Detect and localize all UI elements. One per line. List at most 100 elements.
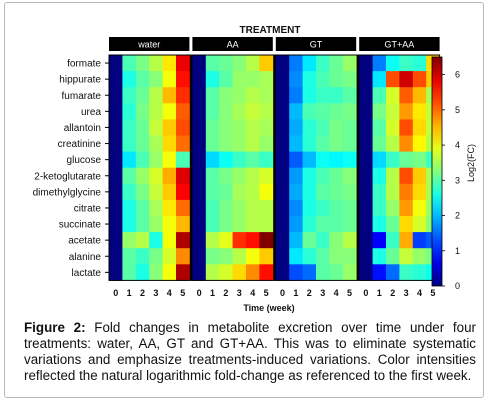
heatmap-cell: [329, 71, 344, 88]
heatmap-cell: [192, 199, 207, 217]
heatmap-cell: [342, 167, 357, 185]
row-label: acetate: [68, 236, 101, 247]
heatmap-cell: [232, 264, 247, 281]
x-tick-label: 1: [127, 288, 132, 298]
heatmap-cell: [386, 264, 400, 281]
heatmap-cell: [219, 232, 233, 249]
heatmap-cell: [192, 232, 207, 249]
heatmap-cell: [109, 248, 123, 265]
row-label: urea: [81, 107, 101, 118]
x-tick-label: 3: [320, 288, 325, 298]
heatmap-cell: [205, 183, 220, 201]
heatmap-cell: [372, 55, 387, 72]
heatmap-cell: [122, 167, 137, 185]
heatmap-cell: [275, 248, 290, 265]
heatmap-cell: [246, 183, 260, 201]
heatmap-cell: [302, 87, 317, 104]
heatmap-cell: [275, 71, 290, 88]
heatmap-cell: [399, 71, 414, 88]
colorbar-tick-label: 3: [455, 175, 460, 185]
heatmap-cell: [259, 248, 274, 265]
heatmap-cell: [329, 119, 344, 136]
heatmap-cell: [289, 151, 303, 169]
group-header-3: [359, 37, 440, 51]
heatmap-cell: [149, 216, 163, 233]
heatmap-cell: [399, 87, 414, 104]
heatmap-cell: [316, 199, 330, 217]
heatmap-cell: [232, 232, 247, 249]
heatmap-cell: [162, 135, 177, 152]
group-label: GT+AA: [385, 40, 415, 50]
heatmap-cell: [342, 248, 357, 265]
heatmap-cell: [316, 151, 330, 169]
heatmap-cell: [359, 135, 373, 152]
x-tick-label: 3: [153, 288, 158, 298]
heatmap-cell: [246, 135, 260, 152]
heatmap-cell: [176, 232, 190, 249]
heatmap-cell: [162, 248, 177, 265]
heatmap-cell: [386, 183, 400, 201]
heatmap-cell: [246, 248, 260, 265]
heatmap-cell: [109, 119, 123, 136]
heatmap-cell: [372, 87, 387, 104]
heatmap-cell: [275, 55, 290, 72]
row-label: hippurate: [59, 75, 101, 86]
heatmap-cell: [399, 55, 414, 72]
heatmap-cell: [176, 119, 190, 136]
heatmap-cell: [412, 183, 427, 201]
row-label: alanine: [69, 252, 102, 263]
heatmap-cell: [162, 167, 177, 185]
heatmap-cell: [176, 183, 190, 201]
heatmap-cell: [399, 264, 414, 281]
heatmap-cell: [192, 55, 207, 72]
heatmap-cell: [259, 183, 274, 201]
heatmap-cell: [259, 55, 274, 72]
heatmap-cell: [192, 119, 207, 136]
heatmap-cell: [122, 87, 137, 104]
heatmap-cell: [359, 71, 373, 88]
heatmap-cell: [342, 216, 357, 233]
heatmap-cell: [316, 183, 330, 201]
heatmap-cell: [109, 151, 123, 169]
heatmap-cell: [412, 248, 427, 265]
heatmap-cell: [302, 199, 317, 217]
heatmap-cell: [176, 264, 190, 281]
heatmap-cell: [302, 55, 317, 72]
heatmap-cell: [149, 135, 163, 152]
heatmap-cell: [259, 216, 274, 233]
heatmap-cell: [412, 264, 427, 281]
heatmap-cell: [149, 103, 163, 120]
heatmap-cell: [162, 183, 177, 201]
heatmap-cell: [342, 264, 357, 281]
heatmap-cell: [176, 103, 190, 120]
heatmap-cell: [109, 199, 123, 217]
heatmap-cell: [176, 87, 190, 104]
heatmap-cell: [329, 103, 344, 120]
heatmap-cell: [399, 199, 414, 217]
heatmap-cell: [205, 264, 220, 281]
heatmap-cell: [246, 199, 260, 217]
heatmap-cell: [316, 103, 330, 120]
heatmap-cell: [412, 87, 427, 104]
heatmap-cell: [205, 232, 220, 249]
heatmap-cell: [259, 199, 274, 217]
x-tick-label: 1: [293, 288, 298, 298]
colorbar-tick-label: 1: [455, 246, 460, 256]
heatmap-cell: [359, 248, 373, 265]
heatmap-cell: [122, 135, 137, 152]
heatmap-cell: [192, 183, 207, 201]
heatmap-cell: [372, 183, 387, 201]
row-label: glucose: [67, 155, 102, 166]
heatmap-cell: [232, 135, 247, 152]
x-tick-label: 3: [237, 288, 242, 298]
group-label: GT: [310, 40, 323, 50]
row-label: allantoin: [64, 123, 101, 134]
x-tick-label: 5: [347, 288, 352, 298]
heatmap-cell: [302, 135, 317, 152]
heatmap-cell: [219, 264, 233, 281]
heatmap-cell: [316, 119, 330, 136]
heatmap-cell: [109, 135, 123, 152]
heatmap-cell: [289, 183, 303, 201]
heatmap-cell: [192, 167, 207, 185]
heatmap-cell: [232, 103, 247, 120]
